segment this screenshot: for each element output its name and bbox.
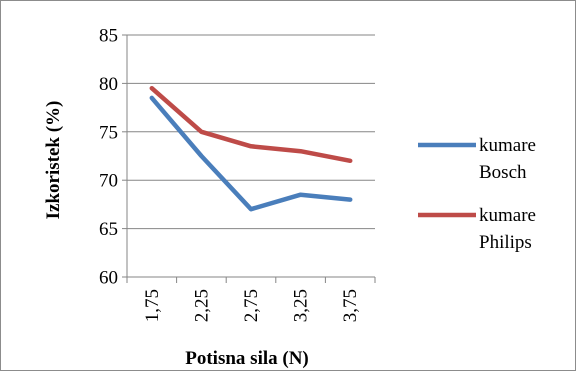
x-tick-label: 2,75	[241, 289, 262, 322]
x-tick-label: 2,25	[191, 289, 212, 322]
y-tick-label: 80	[99, 74, 118, 95]
legend-item: kumare Bosch	[418, 135, 536, 183]
legend-label: Bosch	[479, 162, 527, 183]
y-tick-label: 75	[99, 122, 118, 143]
axes	[122, 34, 376, 283]
y-tick-label: 60	[99, 268, 118, 289]
x-tick-label: 1,75	[142, 289, 163, 322]
legend-item: kumare Philips	[418, 205, 536, 253]
legend: kumare Bosch kumare Philips	[418, 135, 536, 253]
x-axis-title: Potisna sila (N)	[185, 348, 309, 369]
x-tick-label: 3,75	[340, 289, 361, 322]
legend-label: kumare	[479, 205, 536, 226]
x-tick-labels: 1,75 2,25 2,75 3,25 3,75	[142, 289, 361, 322]
y-axis-title: Izkoristek (%)	[43, 101, 64, 220]
legend-label: kumare	[479, 135, 536, 156]
x-tick-label: 3,25	[291, 289, 312, 322]
y-tick-labels: 60 65 70 75 80 85	[99, 26, 118, 289]
y-tick-label: 65	[99, 219, 118, 240]
legend-label: Philips	[479, 232, 532, 253]
y-tick-label: 70	[99, 171, 118, 192]
y-tick-label: 85	[99, 26, 118, 47]
series-lines	[149, 85, 353, 212]
